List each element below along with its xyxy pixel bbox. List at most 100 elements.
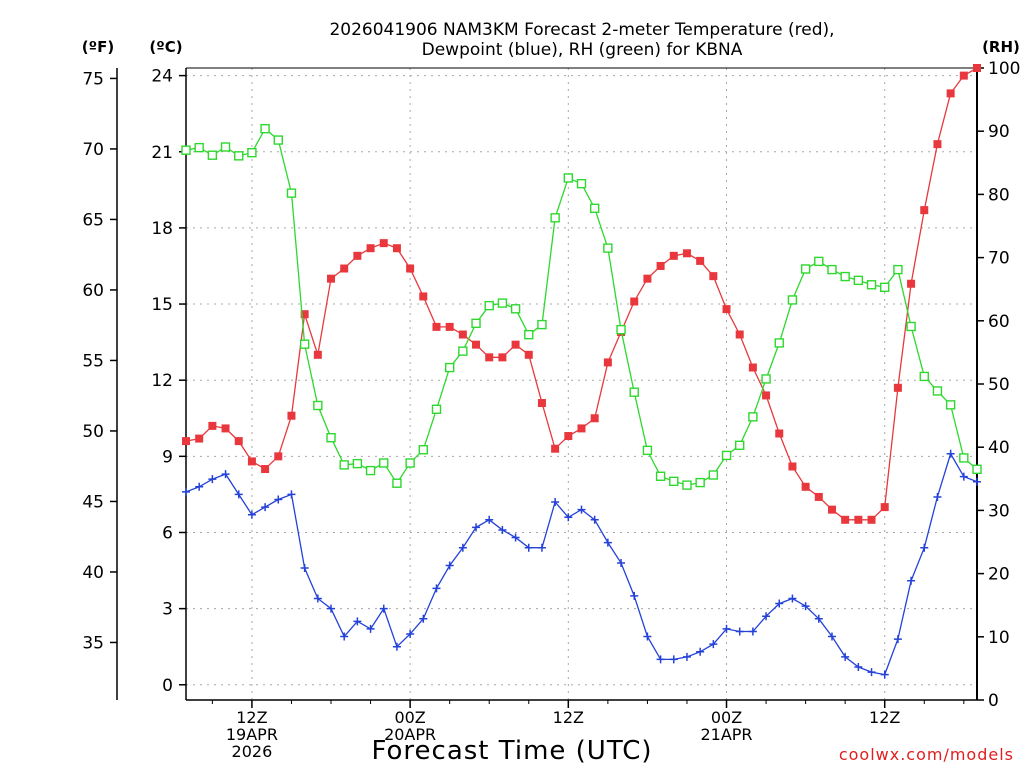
temperature-point bbox=[709, 272, 718, 281]
x-tick-label: 12Z bbox=[553, 708, 584, 727]
rh-point bbox=[642, 445, 653, 456]
fahrenheit-tick-label: 65 bbox=[82, 210, 104, 230]
rh-point bbox=[550, 213, 560, 223]
dewpoint-point bbox=[603, 538, 612, 547]
rh-point bbox=[576, 178, 587, 189]
rh-point bbox=[827, 264, 837, 275]
celsius-tick-label: 0 bbox=[162, 676, 173, 696]
temperature-point bbox=[564, 432, 573, 441]
dewpoint-point bbox=[748, 627, 757, 636]
dewpoint-point bbox=[406, 630, 415, 639]
temperature-point bbox=[445, 322, 454, 331]
rh-point bbox=[959, 453, 969, 463]
dewpoint-point bbox=[907, 576, 916, 585]
temperature-point bbox=[300, 310, 309, 319]
rh-point bbox=[234, 151, 244, 161]
celsius-tick-label: 15 bbox=[151, 295, 173, 315]
dewpoint-point bbox=[366, 624, 375, 633]
dewpoint-point bbox=[472, 523, 481, 532]
temperature-point bbox=[788, 462, 797, 471]
dewpoint-point bbox=[801, 602, 810, 611]
temperature-point bbox=[933, 140, 942, 149]
chart-title-line1: 2026041906 NAM3KM Forecast 2-meter Tempe… bbox=[329, 20, 834, 40]
rh-tick-label: 0 bbox=[988, 691, 999, 711]
dewpoint-point bbox=[973, 477, 981, 486]
temperature-point bbox=[551, 444, 560, 453]
x-tick-label: 00Z bbox=[711, 708, 742, 727]
celsius-tick-label: 6 bbox=[162, 523, 173, 543]
fahrenheit-tick-label: 75 bbox=[82, 69, 104, 89]
dewpoint-point bbox=[946, 449, 955, 458]
temperature-point bbox=[854, 515, 863, 524]
temperature-line bbox=[185, 67, 978, 521]
rh-tick-label: 50 bbox=[988, 375, 1010, 395]
dewpoint-point bbox=[722, 624, 731, 633]
rh-point bbox=[840, 271, 850, 282]
celsius-tick-label: 3 bbox=[162, 600, 173, 620]
dewpoint-point bbox=[287, 490, 296, 499]
dewpoint-point bbox=[920, 543, 929, 552]
series-temperature bbox=[182, 64, 981, 524]
rh-point bbox=[444, 362, 455, 373]
dewpoint-point bbox=[590, 515, 599, 524]
temperature-point bbox=[827, 505, 836, 514]
rh-tick-label: 90 bbox=[988, 122, 1010, 142]
dewpoint-point bbox=[788, 594, 797, 603]
rh-point bbox=[880, 282, 890, 293]
rh-point bbox=[919, 371, 929, 382]
x-tick-label: 12Z bbox=[236, 708, 267, 727]
rh-tick-label: 100 bbox=[988, 59, 1020, 79]
rh-point bbox=[629, 387, 639, 397]
fahrenheit-tick-label: 60 bbox=[82, 281, 104, 301]
x-tick-label: 12Z bbox=[869, 708, 900, 727]
temperature-point bbox=[432, 322, 441, 331]
rh-point bbox=[299, 339, 310, 349]
temperature-point bbox=[814, 492, 823, 501]
rh-point bbox=[589, 203, 600, 214]
rh-point bbox=[458, 346, 468, 356]
dewpoint-point bbox=[182, 487, 190, 496]
temperature-point bbox=[195, 434, 204, 443]
rh-point bbox=[392, 478, 402, 488]
rh-tick-label: 70 bbox=[988, 249, 1010, 269]
rh-point bbox=[893, 264, 903, 275]
credit-label: coolwx.com/models bbox=[839, 745, 1014, 764]
rh-point bbox=[497, 298, 508, 308]
temperature-point bbox=[907, 279, 916, 288]
rh-point bbox=[220, 142, 231, 152]
temperature-point bbox=[340, 264, 349, 273]
rh-point bbox=[273, 135, 283, 145]
rh-point bbox=[603, 243, 613, 253]
temperature-point bbox=[472, 340, 481, 349]
dewpoint-point bbox=[841, 652, 850, 661]
rh-point bbox=[286, 188, 297, 198]
rh-point bbox=[787, 295, 798, 305]
temperature-point bbox=[234, 437, 243, 446]
rh-point bbox=[260, 123, 270, 134]
dewpoint-point bbox=[854, 663, 863, 672]
rh-tick-label: 30 bbox=[988, 501, 1010, 521]
temperature-point bbox=[801, 482, 810, 491]
dewpoint-point bbox=[959, 472, 968, 481]
temperature-point bbox=[682, 249, 691, 258]
rh-point bbox=[207, 150, 218, 160]
celsius-tick-label: 21 bbox=[151, 143, 173, 163]
temperature-point bbox=[722, 305, 731, 314]
dewpoint-point bbox=[419, 614, 428, 623]
dewpoint-point bbox=[669, 655, 678, 664]
temperature-point bbox=[406, 264, 415, 273]
rh-point bbox=[695, 477, 705, 488]
temperature-point bbox=[959, 71, 968, 80]
rh-tick-label: 10 bbox=[988, 628, 1010, 648]
grid-lines bbox=[186, 68, 977, 700]
series-rh bbox=[181, 123, 982, 490]
x-axis-title: Forecast Time (UTC) bbox=[371, 736, 652, 766]
rh-point bbox=[721, 450, 732, 461]
dewpoint-point bbox=[933, 492, 942, 501]
dewpoint-point bbox=[458, 543, 467, 552]
temperature-point bbox=[946, 89, 955, 98]
dewpoint-point bbox=[867, 668, 876, 677]
temperature-point bbox=[485, 353, 494, 362]
dewpoint-point bbox=[775, 599, 784, 608]
temperature-point bbox=[392, 244, 401, 253]
